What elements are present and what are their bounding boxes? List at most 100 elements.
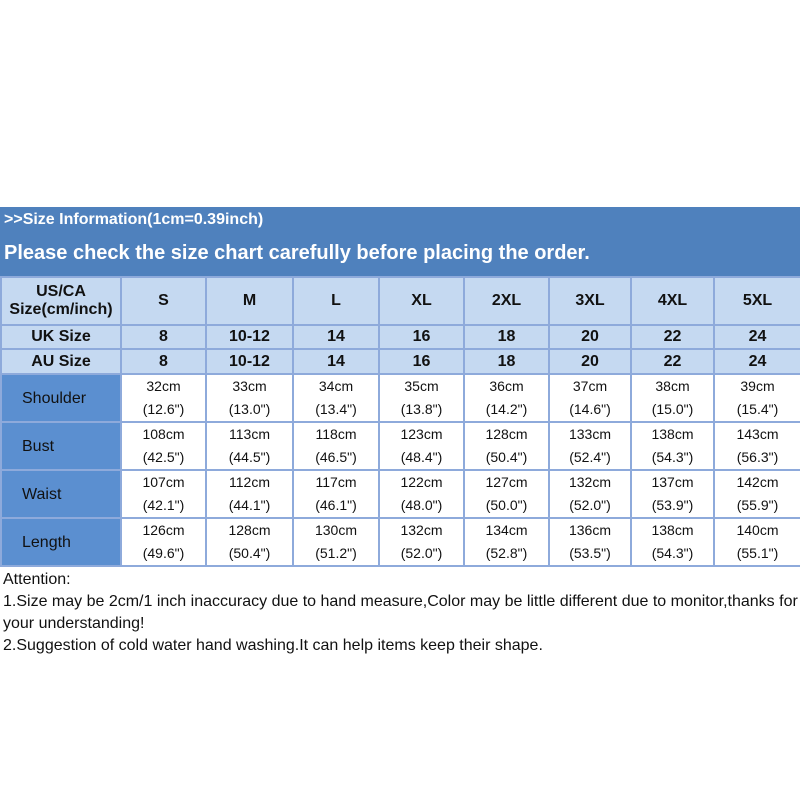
measurement-row: Bust 108cm (42.5") 113cm (44.5") 118cm (46.5")… <box>0 421 800 471</box>
size-cell: 14 <box>292 324 380 350</box>
size-cell: 20 <box>548 324 632 350</box>
size-cell: 22 <box>630 324 715 350</box>
header-row: US/CA Size(cm/inch) S M L XL 2XL 3XL 4XL 5XL <box>0 276 800 326</box>
size-cell: 5XL <box>713 276 800 326</box>
measurement-cm: 138cm <box>651 522 694 538</box>
measurement-inch: (14.2") <box>485 401 528 417</box>
measurement-inch: (52.0") <box>400 545 443 561</box>
measurement-cell: 107cm (42.1") <box>120 469 207 519</box>
measurement-cm: 142cm <box>736 474 779 490</box>
size-cell: 16 <box>378 324 465 350</box>
measurement-label: Bust <box>0 421 122 471</box>
measurement-cm: 35cm <box>404 378 439 394</box>
measurement-cm: 122cm <box>400 474 443 490</box>
measurement-cm: 38cm <box>655 378 690 394</box>
measurement-inch: (51.2") <box>315 545 357 561</box>
banner-title: >>Size Information(1cm=0.39inch) <box>4 211 264 228</box>
header-row: UK Size 8 10-12 14 16 18 20 22 24 <box>0 324 800 350</box>
measurement-label: Shoulder <box>0 373 122 423</box>
measurement-cm: 137cm <box>651 474 694 490</box>
measurement-row: Shoulder 32cm (12.6") 33cm (13.0") 34cm (13.4"… <box>0 373 800 423</box>
measurement-inch: (46.1") <box>315 497 357 513</box>
measurement-cm: 126cm <box>142 522 185 538</box>
size-cell: 8 <box>120 324 207 350</box>
size-cell: 10-12 <box>205 348 294 375</box>
measurement-inch: (56.3") <box>736 449 779 465</box>
measurement-inch: (55.1") <box>736 545 779 561</box>
size-cell: XL <box>378 276 465 326</box>
measurement-inch: (52.8") <box>485 545 528 561</box>
measurement-cell: 36cm (14.2") <box>463 373 550 423</box>
measurement-cell: 39cm (15.4") <box>713 373 800 423</box>
measurement-cell: 128cm (50.4") <box>205 517 294 567</box>
banner-subtitle: Please check the size chart carefully be… <box>4 242 590 264</box>
measurement-cell: 37cm (14.6") <box>548 373 632 423</box>
measurement-cm: 136cm <box>568 522 612 538</box>
measurement-cell: 143cm (56.3") <box>713 421 800 471</box>
size-cell: 24 <box>713 324 800 350</box>
measurement-inch: (54.3") <box>651 449 694 465</box>
measurement-cell: 132cm (52.0") <box>378 517 465 567</box>
size-cell: 2XL <box>463 276 550 326</box>
measurement-cell: 35cm (13.8") <box>378 373 465 423</box>
measurement-cm: 113cm <box>229 426 270 442</box>
measurement-cell: 33cm (13.0") <box>205 373 294 423</box>
size-cell: M <box>205 276 294 326</box>
measurement-cell: 138cm (54.3") <box>630 517 715 567</box>
measurement-cell: 134cm (52.8") <box>463 517 550 567</box>
measurement-cell: 118cm (46.5") <box>292 421 380 471</box>
measurement-cm: 138cm <box>651 426 694 442</box>
measurement-cm: 36cm <box>489 378 524 394</box>
row-label: US/CA Size(cm/inch) <box>0 276 122 326</box>
measurement-cm: 134cm <box>485 522 528 538</box>
measurement-cell: 130cm (51.2") <box>292 517 380 567</box>
size-chart-table: US/CA Size(cm/inch) S M L XL 2XL 3XL 4XL 5XL UK S… <box>0 276 800 567</box>
measurement-inch: (44.1") <box>228 497 271 513</box>
measurement-cm: 128cm <box>228 522 271 538</box>
measurement-cell: 142cm (55.9") <box>713 469 800 519</box>
measurement-inch: (15.0") <box>651 401 694 417</box>
size-cell: 4XL <box>630 276 715 326</box>
measurement-cm: 128cm <box>485 426 528 442</box>
measurement-cm: 107cm <box>142 474 185 490</box>
measurement-inch: (55.9") <box>736 497 779 513</box>
measurement-inch: (50.0") <box>485 497 528 513</box>
measurement-inch: (44.5") <box>228 449 271 465</box>
measurement-cm: 39cm <box>740 378 775 394</box>
measurement-cm: 112cm <box>229 474 270 490</box>
size-cell: 3XL <box>548 276 632 326</box>
size-cell: 24 <box>713 348 800 375</box>
measurement-row: Waist 107cm (42.1") 112cm (44.1") 117cm (46.1"… <box>0 469 800 519</box>
measurement-cell: 123cm (48.4") <box>378 421 465 471</box>
measurement-inch: (46.5") <box>315 449 357 465</box>
measurement-row: Length 126cm (49.6") 128cm (50.4") 130cm (51.2… <box>0 517 800 567</box>
size-cell: 22 <box>630 348 715 375</box>
measurement-inch: (42.1") <box>142 497 185 513</box>
measurement-cell: 126cm (49.6") <box>120 517 207 567</box>
measurement-cm: 132cm <box>400 522 443 538</box>
measurement-cell: 140cm (55.1") <box>713 517 800 567</box>
measurement-inch: (13.8") <box>400 401 443 417</box>
attention-title: Attention: <box>3 571 71 588</box>
measurement-cell: 38cm (15.0") <box>630 373 715 423</box>
measurement-cm: 143cm <box>736 426 779 442</box>
measurement-inch: (53.5") <box>569 545 611 561</box>
measurement-cell: 133cm (52.4") <box>548 421 632 471</box>
size-info-banner: >>Size Information(1cm=0.39inch) Please … <box>0 207 800 276</box>
measurement-cm: 32cm <box>146 378 181 394</box>
measurement-cm: 130cm <box>314 522 358 538</box>
measurement-cm: 37cm <box>572 378 608 394</box>
attention-line-1: 1.Size may be 2cm/1 inch inaccuracy due … <box>3 593 798 632</box>
measurement-cm: 127cm <box>485 474 528 490</box>
measurement-cell: 128cm (50.4") <box>463 421 550 471</box>
measurement-cm: 118cm <box>315 426 357 442</box>
header-row: AU Size 8 10-12 14 16 18 20 22 24 <box>0 348 800 375</box>
size-cell: L <box>292 276 380 326</box>
size-cell: 20 <box>548 348 632 375</box>
measurement-cell: 112cm (44.1") <box>205 469 294 519</box>
measurement-inch: (13.4") <box>315 401 357 417</box>
measurement-inch: (49.6") <box>142 545 185 561</box>
measurement-inch: (42.5") <box>142 449 185 465</box>
measurement-cell: 108cm (42.5") <box>120 421 207 471</box>
attention-notes: Attention: 1.Size may be 2cm/1 inch inac… <box>3 569 798 657</box>
